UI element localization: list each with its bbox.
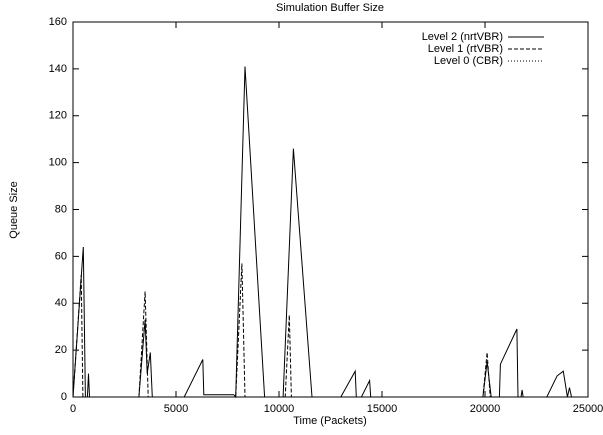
- y-tick-label: 40: [55, 297, 67, 309]
- y-tick-label: 140: [49, 63, 67, 75]
- chart-title: Simulation Buffer Size: [276, 2, 384, 14]
- x-tick-label: 0: [70, 403, 76, 415]
- y-tick-label: 100: [49, 157, 67, 169]
- y-tick-label: 60: [55, 250, 67, 262]
- x-tick-label: 10000: [264, 403, 295, 415]
- x-axis-label: Time (Packets): [293, 415, 367, 427]
- series-line: [72, 66, 572, 399]
- x-tick-label: 15000: [367, 403, 398, 415]
- y-tick-label: 0: [61, 391, 67, 403]
- series-line: [72, 263, 574, 398]
- x-tick-label: 5000: [164, 403, 188, 415]
- x-tick-label: 25000: [573, 403, 603, 415]
- y-tick-label: 80: [55, 203, 67, 215]
- y-axis-label: Queue Size: [8, 181, 20, 238]
- plot-frame: [72, 21, 589, 398]
- legend-label: Level 1 (rtVBR): [428, 43, 503, 55]
- y-tick-label: 20: [55, 344, 67, 356]
- y-tick-label: 120: [49, 110, 67, 122]
- legend-label: Level 0 (CBR): [434, 55, 503, 67]
- legend-label: Level 2 (nrtVBR): [422, 31, 503, 43]
- x-tick-label: 20000: [470, 403, 501, 415]
- y-tick-label: 160: [49, 16, 67, 28]
